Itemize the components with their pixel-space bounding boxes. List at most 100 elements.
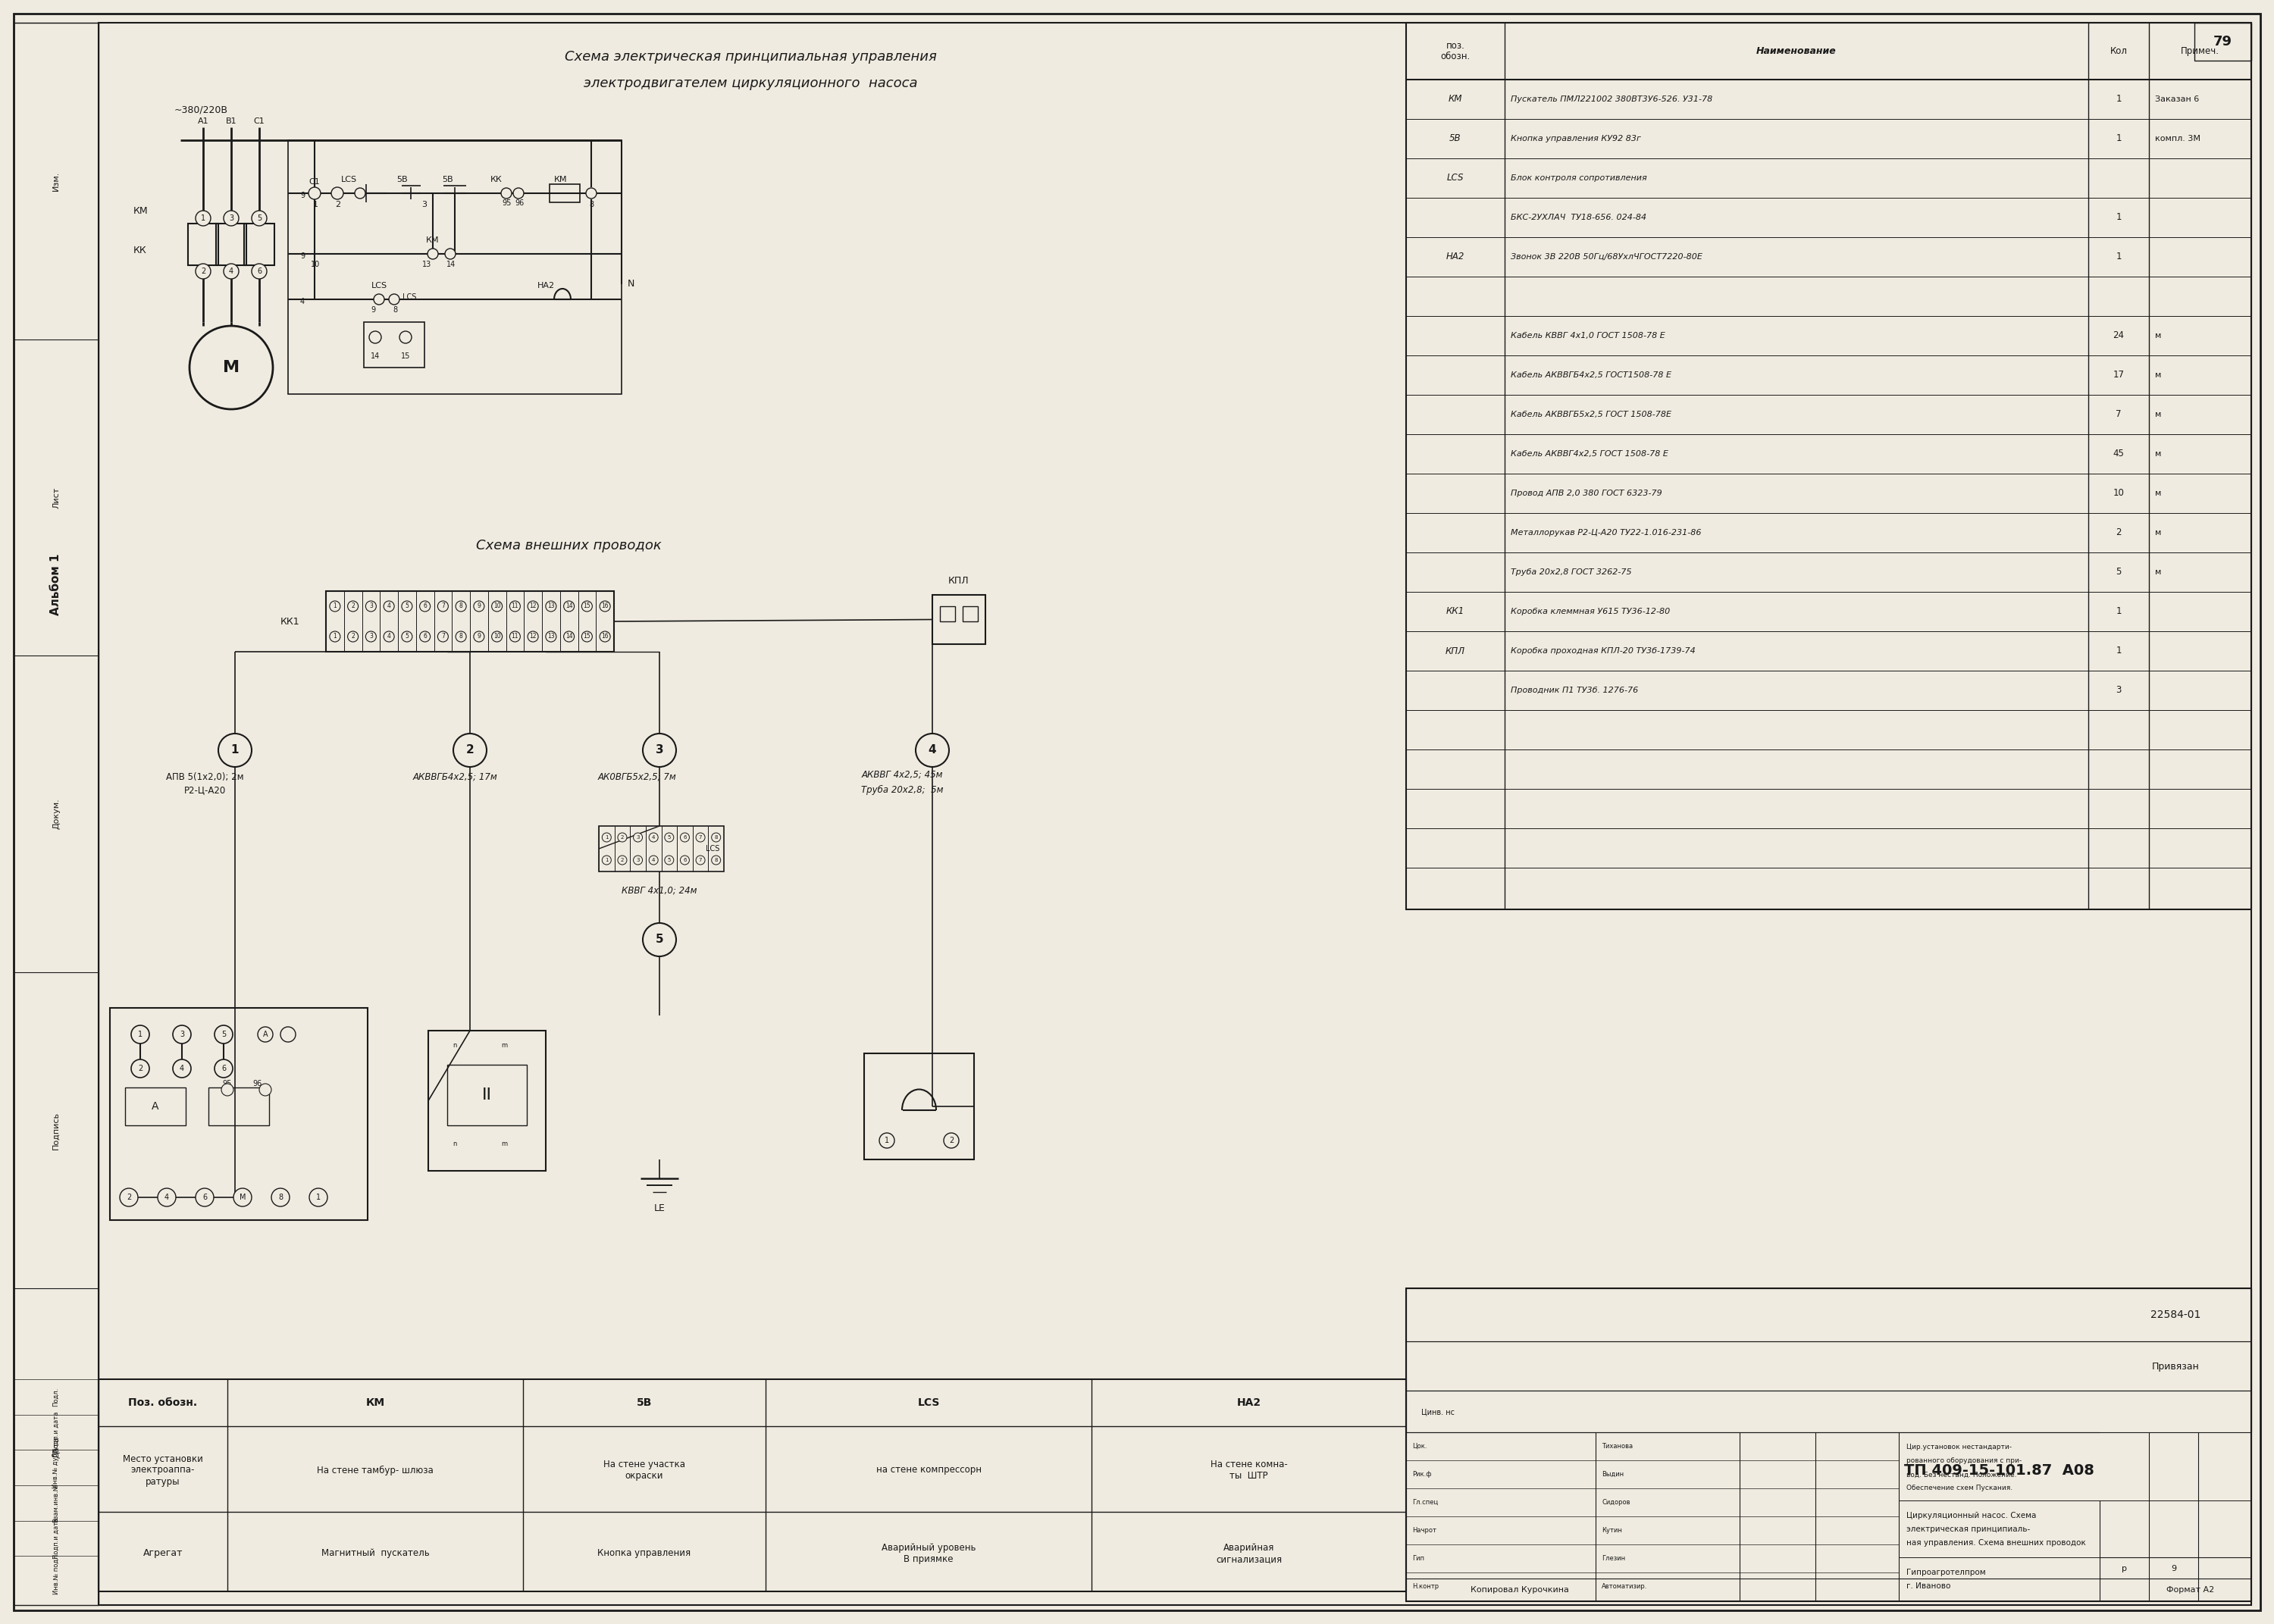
- Text: 3: 3: [423, 201, 428, 208]
- Text: 2: 2: [139, 1065, 143, 1072]
- Circle shape: [680, 833, 689, 841]
- Text: Коробка клеммная У615 ТУ36-12-80: Коробка клеммная У615 ТУ36-12-80: [1510, 607, 1669, 615]
- Text: 95: 95: [503, 200, 512, 206]
- Text: 8: 8: [277, 1194, 282, 1202]
- Text: 10: 10: [493, 603, 500, 609]
- Text: 9: 9: [478, 633, 480, 640]
- Text: Металлорукав Р2-Ц-А20 ТУ22-1.016-231-86: Металлорукав Р2-Ц-А20 ТУ22-1.016-231-86: [1510, 529, 1701, 536]
- Text: Кнопка управления КУ92 83г: Кнопка управления КУ92 83г: [1510, 135, 1642, 143]
- Text: 7: 7: [441, 633, 446, 640]
- Text: НА2: НА2: [537, 283, 555, 289]
- Bar: [209, 1088, 268, 1125]
- Text: 3: 3: [180, 1031, 184, 1038]
- Text: Схема внешних проводок: Схема внешних проводок: [475, 539, 662, 552]
- Text: ~380/220В: ~380/220В: [175, 106, 227, 115]
- Text: 7: 7: [698, 835, 703, 840]
- Text: рованного оборудования с при-: рованного оборудования с при-: [1906, 1458, 2022, 1465]
- Bar: [550, 184, 580, 203]
- Text: Гипроагротелпром: Гипроагротелпром: [1906, 1569, 1985, 1577]
- Text: м: м: [2156, 372, 2160, 378]
- Text: 1: 1: [605, 857, 609, 862]
- Text: 15: 15: [400, 352, 409, 361]
- Text: КМ: КМ: [425, 237, 439, 244]
- Text: 10: 10: [493, 633, 500, 640]
- Circle shape: [546, 632, 557, 641]
- Text: Кабель АКВВГБ4х2,5 ГОСТ1508-78 Е: Кабель АКВВГБ4х2,5 ГОСТ1508-78 Е: [1510, 372, 1671, 378]
- Text: LCS: LCS: [371, 283, 387, 289]
- Text: Привязан: Привязан: [2151, 1361, 2199, 1371]
- Text: 6: 6: [202, 1194, 207, 1202]
- Text: 1: 1: [2115, 94, 2122, 104]
- Text: Сидоров: Сидоров: [1601, 1499, 1630, 1505]
- Text: Рик.ф: Рик.ф: [1412, 1471, 1433, 1478]
- Text: 5: 5: [669, 835, 671, 840]
- Text: Заказан 6: Заказан 6: [2156, 96, 2199, 102]
- Bar: [932, 594, 985, 645]
- Text: 1: 1: [200, 214, 205, 222]
- Text: Изм.: Изм.: [52, 171, 59, 192]
- Bar: [325, 591, 614, 651]
- Circle shape: [644, 922, 675, 957]
- Text: КМ: КМ: [134, 206, 148, 216]
- Circle shape: [509, 601, 521, 612]
- Text: Агрегат: Агрегат: [143, 1549, 182, 1559]
- Text: 9: 9: [300, 192, 305, 200]
- Text: КПЛ: КПЛ: [948, 577, 969, 586]
- Text: LCS: LCS: [705, 844, 719, 853]
- Text: АПВ 5(1х2,0); 2м: АПВ 5(1х2,0); 2м: [166, 771, 243, 781]
- Text: 7: 7: [698, 857, 703, 862]
- Circle shape: [916, 734, 948, 767]
- Text: 16: 16: [600, 633, 609, 640]
- Text: 5В: 5В: [441, 175, 453, 184]
- Text: Магнитный  пускатель: Магнитный пускатель: [321, 1549, 430, 1559]
- Text: КК1: КК1: [1446, 607, 1464, 617]
- Circle shape: [644, 734, 675, 767]
- Text: 3: 3: [637, 857, 639, 862]
- Text: 8: 8: [714, 857, 719, 862]
- Text: 3: 3: [655, 744, 664, 755]
- Text: 4: 4: [928, 744, 937, 755]
- Circle shape: [402, 632, 412, 641]
- Text: m: m: [500, 1043, 507, 1049]
- Text: 8: 8: [589, 201, 594, 208]
- Circle shape: [221, 1083, 234, 1096]
- Text: 6: 6: [221, 1065, 225, 1072]
- Text: м: м: [2156, 529, 2160, 536]
- Text: Дата: Дата: [52, 1436, 59, 1458]
- Circle shape: [252, 263, 266, 279]
- Bar: [289, 140, 621, 395]
- Text: 11: 11: [512, 603, 518, 609]
- Circle shape: [437, 632, 448, 641]
- Text: Инв.№ подл.: Инв.№ подл.: [52, 1553, 59, 1595]
- Text: Проводник П1 ТУ3б. 1276-76: Проводник П1 ТУ3б. 1276-76: [1510, 687, 1637, 693]
- Text: 3: 3: [368, 603, 373, 609]
- Text: Гл.спец: Гл.спец: [1412, 1499, 1437, 1505]
- Text: 10: 10: [312, 261, 321, 268]
- Bar: [364, 322, 425, 367]
- Text: 4: 4: [300, 297, 305, 305]
- Text: Подпись: Подпись: [52, 1111, 59, 1150]
- Text: Место установки
электроаппа-
ратуры: Место установки электроаппа- ратуры: [123, 1453, 202, 1486]
- Circle shape: [473, 632, 484, 641]
- Circle shape: [437, 601, 448, 612]
- Text: 14: 14: [566, 603, 573, 609]
- Text: 5: 5: [2115, 567, 2122, 577]
- Text: КПЛ: КПЛ: [1446, 646, 1464, 656]
- Text: 12: 12: [530, 633, 537, 640]
- Text: 4: 4: [387, 633, 391, 640]
- Text: 5: 5: [669, 857, 671, 862]
- Text: 4: 4: [653, 857, 655, 862]
- Text: n: n: [453, 1142, 457, 1148]
- Text: A1: A1: [198, 117, 209, 125]
- Text: Труба 20х2,8;  5м: Труба 20х2,8; 5м: [862, 784, 944, 794]
- Text: 4: 4: [653, 835, 655, 840]
- Circle shape: [712, 833, 721, 841]
- Circle shape: [196, 211, 211, 226]
- Text: НА2: НА2: [1446, 252, 1464, 261]
- Text: 2: 2: [350, 633, 355, 640]
- Text: M: M: [239, 1194, 246, 1202]
- Circle shape: [366, 601, 375, 612]
- Text: поз.
обозн.: поз. обозн.: [1439, 41, 1471, 62]
- Text: 1: 1: [316, 1194, 321, 1202]
- Text: м: м: [2156, 568, 2160, 577]
